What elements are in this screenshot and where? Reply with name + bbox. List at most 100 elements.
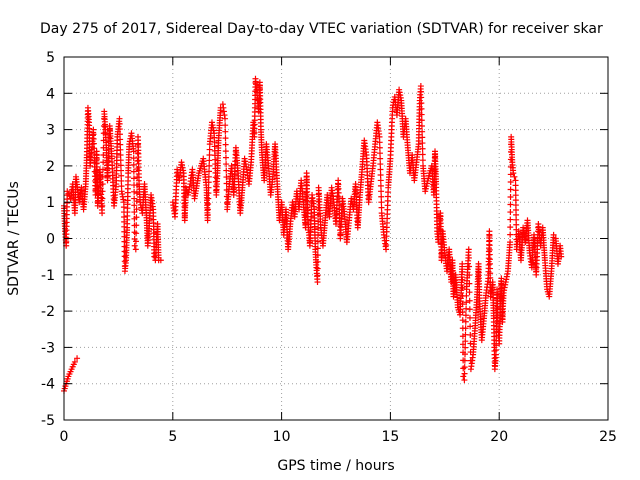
y-axis-label: SDTVAR / TECUs [6, 181, 22, 296]
data-point [419, 134, 426, 141]
data-point [459, 268, 466, 275]
data-point [465, 246, 472, 253]
data-point [130, 148, 137, 155]
data-point [459, 309, 466, 316]
data-point [511, 173, 518, 180]
data-point [204, 211, 211, 218]
data-point [418, 122, 425, 129]
data-point [222, 122, 229, 129]
data-point [419, 145, 426, 152]
data-point [466, 306, 473, 313]
data-point [418, 100, 425, 107]
data-point [507, 194, 514, 201]
data-point [133, 222, 140, 229]
data-point [460, 373, 467, 380]
data-point [314, 279, 321, 286]
data-point [157, 257, 164, 264]
data-point [418, 117, 425, 124]
data-point [462, 351, 469, 358]
data-point [462, 344, 469, 351]
data-point [314, 258, 321, 265]
data-point [116, 115, 123, 122]
data-point [459, 301, 466, 308]
data-point [206, 168, 213, 175]
data-point [507, 224, 514, 231]
data-point [116, 126, 123, 133]
y-tick-label: 1 [46, 195, 55, 211]
data-point [117, 157, 124, 164]
data-point [118, 172, 125, 179]
data-point [132, 238, 139, 245]
data-point [461, 370, 468, 377]
data-point [314, 252, 321, 259]
data-point [377, 166, 384, 173]
data-point [206, 146, 213, 153]
data-point [462, 338, 469, 345]
data-point [222, 148, 229, 155]
y-tick-label: -1 [41, 268, 55, 284]
data-point [71, 358, 78, 365]
data-point [376, 144, 383, 151]
data-point [206, 152, 213, 159]
data-point [314, 272, 321, 279]
data-point [74, 355, 81, 362]
data-point [116, 131, 123, 138]
data-point [461, 357, 468, 364]
data-point [133, 198, 140, 205]
data-point [118, 167, 125, 174]
data-point [466, 280, 473, 287]
data-point [314, 238, 321, 245]
data-point [205, 195, 212, 202]
data-point [419, 151, 426, 158]
data-point [467, 323, 474, 330]
y-tick-label: -5 [41, 413, 55, 429]
data-point [507, 201, 514, 208]
data-point [459, 260, 466, 267]
data-point [461, 364, 468, 371]
x-tick-label: 15 [381, 429, 399, 445]
data-point [131, 202, 138, 209]
data-point [378, 188, 385, 195]
data-point [377, 177, 384, 184]
data-point [466, 297, 473, 304]
data-point [418, 111, 425, 118]
data-point [133, 214, 140, 221]
data-point [507, 178, 514, 185]
data-point [377, 182, 384, 189]
data-point [222, 154, 229, 161]
data-point [133, 230, 140, 237]
data-point [130, 175, 137, 182]
data-point [205, 201, 212, 208]
data-point [459, 276, 466, 283]
data-point [462, 318, 469, 325]
data-point [550, 231, 557, 238]
data-point [378, 199, 385, 206]
data-point [205, 173, 212, 180]
data-point [507, 186, 514, 193]
y-tick-label: 5 [46, 50, 55, 66]
data-point [377, 161, 384, 168]
y-tick-label: 0 [46, 232, 55, 248]
data-point [376, 133, 383, 140]
data-point [116, 120, 123, 127]
data-point [462, 312, 469, 319]
data-point [466, 272, 473, 279]
data-point [507, 216, 514, 223]
data-point [99, 181, 106, 188]
data-point [99, 188, 106, 195]
data-point [463, 299, 470, 306]
data-point [117, 146, 124, 153]
data-point [466, 314, 473, 321]
x-axis-ticks: 0 5 10 15 20 25 [60, 57, 617, 445]
data-point [130, 161, 137, 168]
data-point [466, 289, 473, 296]
data-point [466, 263, 473, 270]
data-point [460, 365, 467, 372]
data-point [206, 162, 213, 169]
data-point [117, 136, 124, 143]
data-point [131, 242, 138, 249]
data-point [417, 83, 424, 90]
y-tick-label: -4 [41, 377, 55, 393]
data-point [131, 188, 138, 195]
